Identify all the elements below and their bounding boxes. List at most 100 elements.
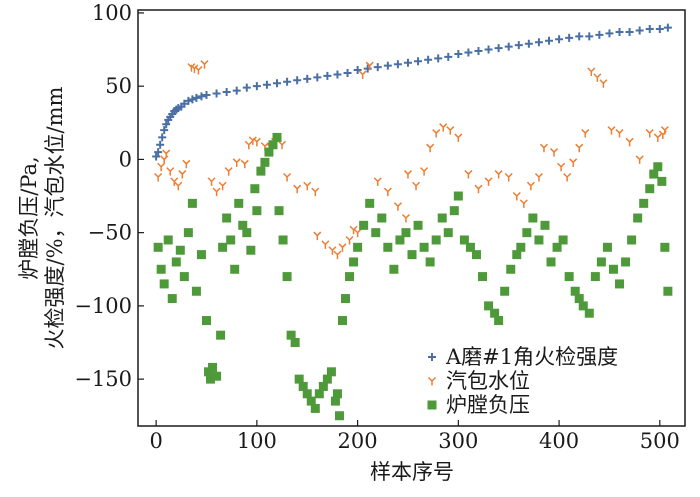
data-point xyxy=(625,27,634,36)
series-3 xyxy=(153,132,673,421)
data-point xyxy=(197,92,206,101)
data-point xyxy=(512,191,521,201)
data-point xyxy=(639,198,649,208)
data-point xyxy=(314,389,324,399)
data-point xyxy=(645,129,654,138)
data-point xyxy=(431,235,441,245)
data-point xyxy=(175,245,185,255)
y-tick-label: −50 xyxy=(88,221,132,245)
data-point xyxy=(310,403,320,413)
data-point xyxy=(157,162,166,172)
axes-layer: 0 100 200 300 400 500 −150 −100 −50 0 50 100 xyxy=(74,1,680,453)
series-1 xyxy=(152,23,672,161)
data-point xyxy=(188,95,197,104)
data-point xyxy=(459,235,469,245)
data-point xyxy=(443,228,453,238)
data-point xyxy=(313,73,322,82)
data-point xyxy=(163,235,173,245)
data-point xyxy=(608,264,618,274)
data-point xyxy=(478,272,488,282)
data-point xyxy=(575,32,584,41)
data-point xyxy=(345,235,354,245)
data-point xyxy=(434,54,443,63)
data-point xyxy=(256,166,266,176)
data-point xyxy=(419,242,429,252)
data-point xyxy=(282,272,292,282)
data-point xyxy=(154,148,163,157)
data-point xyxy=(182,159,191,169)
legend-label: 汽包水位 xyxy=(446,369,530,393)
data-point xyxy=(633,213,643,223)
data-point xyxy=(484,301,494,311)
data-point xyxy=(293,76,302,85)
series-2 xyxy=(154,60,669,260)
data-point xyxy=(596,257,606,267)
data-point xyxy=(663,286,673,296)
data-point xyxy=(575,143,584,153)
legend-item-2: 汽包水位 xyxy=(427,369,530,393)
y-tick-label: 50 xyxy=(105,74,132,98)
data-point xyxy=(224,167,233,176)
data-point xyxy=(330,396,340,406)
data-point xyxy=(278,140,287,150)
legend-marker xyxy=(427,376,437,386)
y-tick-label: 0 xyxy=(119,147,132,171)
legend-item-3: 炉膛负压 xyxy=(427,393,530,417)
data-point xyxy=(298,381,308,391)
data-point xyxy=(179,272,189,282)
data-point xyxy=(484,177,493,186)
legend-marker xyxy=(427,400,437,410)
data-point xyxy=(407,250,417,260)
data-point xyxy=(196,250,206,260)
data-point xyxy=(283,77,292,86)
data-point xyxy=(383,187,392,197)
data-point xyxy=(474,47,483,56)
legend-item-1: A磨#1角火检强度 xyxy=(428,345,618,369)
y-tick-label: −150 xyxy=(74,367,132,391)
data-point xyxy=(444,52,453,61)
data-point xyxy=(465,242,475,252)
data-point xyxy=(585,32,594,41)
data-point xyxy=(645,184,655,194)
data-point xyxy=(206,374,216,384)
data-point xyxy=(484,45,493,54)
legend-label: 炉膛负压 xyxy=(446,393,530,417)
data-point xyxy=(412,181,421,191)
data-point xyxy=(338,243,347,252)
data-point xyxy=(522,228,532,238)
data-point xyxy=(524,39,533,48)
data-point xyxy=(218,181,227,191)
data-point xyxy=(365,61,374,71)
data-point xyxy=(420,167,429,176)
data-point xyxy=(516,242,526,252)
y-axis-title-line-2: 火检强度/%，汽包水位/mm xyxy=(43,86,67,349)
data-point xyxy=(587,67,596,77)
data-point xyxy=(274,206,284,216)
data-point xyxy=(552,242,562,252)
data-point xyxy=(615,27,624,36)
data-point xyxy=(192,93,201,102)
data-point xyxy=(212,187,221,197)
data-point xyxy=(607,126,616,135)
data-point xyxy=(599,79,608,88)
data-point xyxy=(425,257,435,267)
data-point xyxy=(584,308,594,318)
data-point xyxy=(252,82,261,91)
data-point xyxy=(555,35,564,44)
data-point xyxy=(528,213,538,223)
data-point xyxy=(222,213,232,223)
series-layer xyxy=(152,23,673,421)
data-point xyxy=(565,33,574,42)
y-axis-title: 炉膛负压/Pa, 火检强度/%，汽包水位/mm xyxy=(17,86,67,349)
data-point xyxy=(454,133,463,142)
data-point xyxy=(627,235,637,245)
data-point xyxy=(494,44,503,53)
data-point xyxy=(504,42,513,51)
data-point xyxy=(160,126,169,135)
data-point xyxy=(401,228,411,238)
data-point xyxy=(349,257,359,267)
data-point xyxy=(446,126,455,135)
data-point xyxy=(162,120,171,129)
